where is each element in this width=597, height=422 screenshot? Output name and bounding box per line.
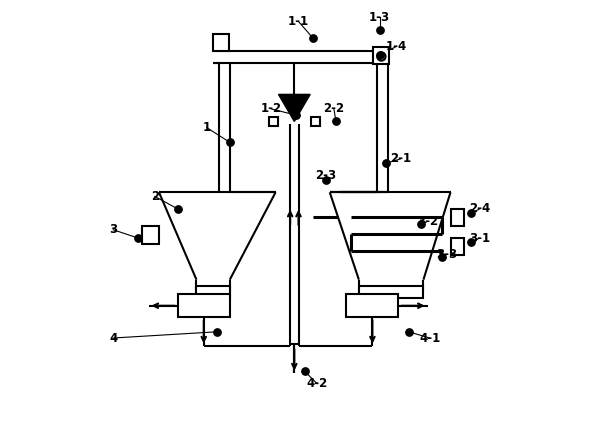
- Point: [133, 235, 143, 241]
- Text: 4-1: 4-1: [419, 332, 441, 344]
- Text: 1: 1: [203, 121, 211, 134]
- Text: 3-2: 3-2: [417, 215, 438, 228]
- Text: 1-3: 1-3: [369, 11, 390, 24]
- Text: 1-4: 1-4: [386, 40, 407, 53]
- Polygon shape: [279, 95, 310, 122]
- Point: [404, 328, 414, 335]
- Bar: [359, 286, 423, 298]
- Text: 4-2: 4-2: [307, 377, 328, 390]
- Text: 2: 2: [151, 190, 159, 203]
- Text: 2-4: 2-4: [469, 203, 490, 215]
- Text: 2-3: 2-3: [315, 169, 336, 182]
- Text: 3-1: 3-1: [469, 232, 490, 245]
- Point: [292, 112, 301, 119]
- Point: [308, 35, 318, 41]
- Point: [466, 239, 476, 246]
- Point: [225, 139, 235, 146]
- Point: [173, 206, 183, 212]
- Point: [375, 27, 384, 33]
- Text: 1-1: 1-1: [288, 15, 309, 28]
- Text: 1-2: 1-2: [261, 103, 282, 116]
- Point: [466, 210, 476, 216]
- Point: [321, 176, 330, 183]
- Point: [331, 118, 341, 125]
- Point: [300, 368, 309, 375]
- Bar: [269, 117, 278, 126]
- Bar: [346, 294, 398, 317]
- Text: 2-1: 2-1: [390, 152, 411, 165]
- Point: [438, 254, 447, 260]
- Point: [213, 328, 222, 335]
- Bar: [311, 117, 320, 126]
- Text: 3: 3: [109, 223, 117, 236]
- Bar: [142, 226, 159, 244]
- Bar: [451, 209, 464, 226]
- Point: [381, 160, 390, 167]
- Text: 2-2: 2-2: [324, 103, 344, 116]
- Bar: [178, 294, 230, 317]
- Point: [375, 51, 384, 58]
- Bar: [213, 34, 229, 51]
- Point: [417, 221, 426, 228]
- Bar: [196, 286, 230, 298]
- Text: 4: 4: [109, 332, 117, 344]
- Text: 3-3: 3-3: [436, 248, 457, 261]
- Bar: [451, 238, 464, 255]
- Bar: [374, 46, 389, 65]
